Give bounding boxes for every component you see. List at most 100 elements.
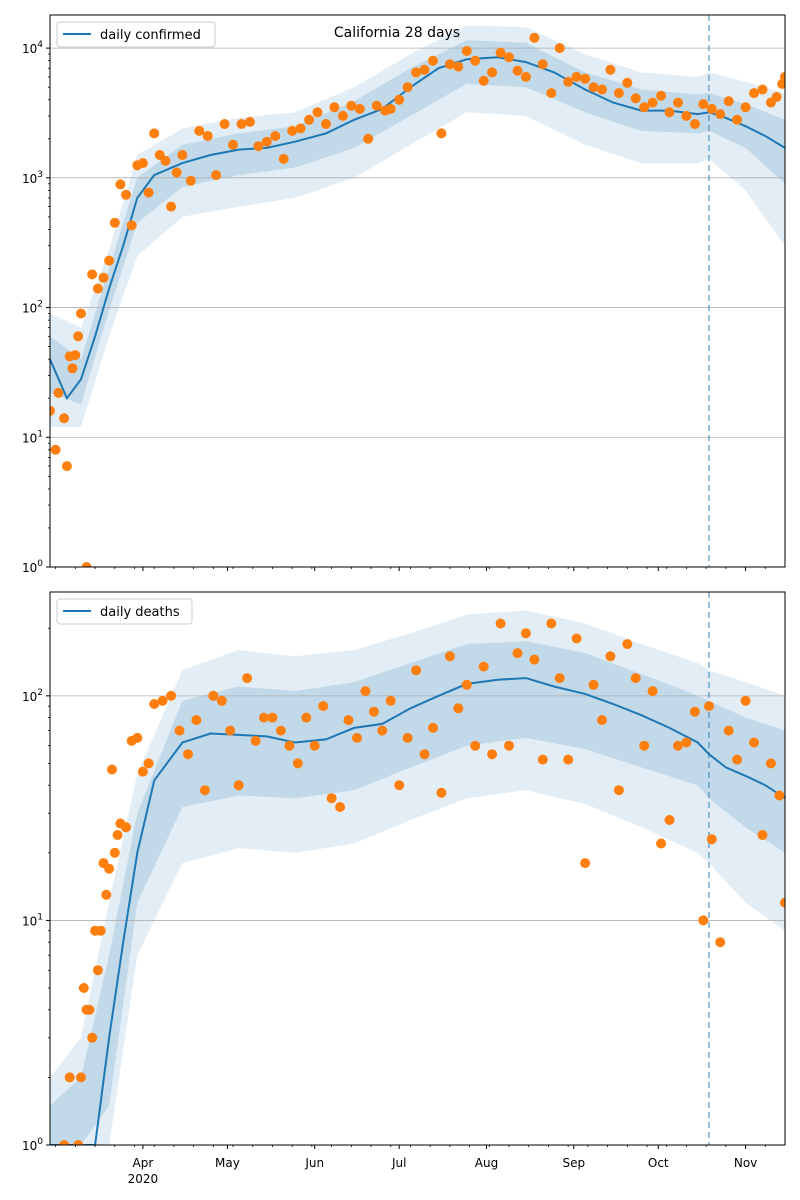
confirmed-observed-point: [512, 65, 523, 76]
deaths-observed-point: [647, 686, 658, 697]
confirmed-observed-point: [597, 84, 607, 95]
confirmed-observed-point: [470, 55, 481, 66]
deaths-observed-point: [740, 695, 751, 706]
confirmed-observed-point: [166, 201, 177, 212]
confirmed-observed-points: [50, 32, 785, 567]
confirmed-observed-point: [656, 90, 667, 101]
confirmed-observed-point: [394, 94, 405, 105]
confirmed-observed-point: [613, 88, 624, 99]
confirmed-observed-point: [70, 350, 81, 361]
confirmed-observed-point: [605, 64, 616, 75]
confirmed-observed-point: [98, 272, 109, 283]
deaths-observed-point: [73, 1140, 84, 1145]
confirmed-observed-point: [137, 158, 148, 169]
deaths-observed-point: [520, 628, 531, 639]
deaths-observed-point: [95, 925, 106, 936]
deaths-observed-point: [715, 937, 726, 948]
confirmed-observed-point: [780, 71, 785, 82]
confirmed-observed-point: [121, 189, 131, 200]
deaths-observed-point: [104, 863, 115, 874]
confirmed-observed-point: [143, 187, 154, 198]
deaths-observed-point: [284, 740, 295, 751]
deaths-observed-point: [87, 1032, 98, 1043]
confirmed-observed-point: [757, 84, 768, 95]
confirmed-observed-point: [126, 220, 137, 231]
confirmed-observed-point: [520, 71, 531, 82]
confirmed-observed-point: [411, 67, 422, 78]
deaths-observed-point: [444, 651, 455, 662]
confirmed-observed-point: [689, 119, 700, 129]
confirmed-observed-point: [715, 109, 726, 120]
confirmed-observed-point: [261, 136, 272, 147]
confirmed-observed-point: [50, 444, 61, 455]
deaths-observed-point: [402, 732, 413, 743]
deaths-observed-point: [656, 838, 667, 849]
confirmed-observed-point: [554, 43, 565, 54]
deaths-observed-point: [121, 822, 131, 833]
deaths-observed-point: [706, 834, 717, 845]
confirmed-observed-point: [673, 97, 683, 108]
deaths-observed-point: [704, 701, 714, 712]
deaths-ytick-label: 102: [22, 688, 43, 704]
deaths-observed-point: [225, 725, 236, 736]
deaths-observed-point: [309, 740, 320, 751]
deaths-observed-point: [673, 740, 683, 751]
confirmed-observed-point: [639, 102, 650, 113]
confirmed-observed-point: [295, 123, 306, 134]
deaths-observed-point: [630, 673, 641, 684]
confirmed-observed-point: [354, 103, 365, 114]
confirmed-observed-point: [160, 155, 171, 166]
deaths-observed-point: [749, 737, 759, 748]
deaths-observed-point: [605, 651, 616, 662]
deaths-observed-point: [757, 830, 768, 840]
confirmed-observed-point: [681, 110, 692, 121]
confirmed-observed-point: [647, 97, 658, 108]
confirmed-observed-point: [630, 93, 641, 104]
deaths-observed-point: [318, 701, 329, 712]
deaths-legend: daily deaths: [56, 598, 193, 625]
deaths-observed-point: [368, 706, 379, 717]
xtick-label: May: [215, 1156, 240, 1170]
confirmed-observed-point: [76, 308, 86, 319]
deaths-observed-point: [470, 740, 481, 751]
confirmed-observed-point: [571, 71, 582, 82]
confirmed-observed-point: [487, 67, 498, 78]
deaths-observed-point: [732, 754, 743, 765]
confirmed-observed-point: [53, 387, 64, 398]
deaths-observed-point: [59, 1140, 70, 1145]
confirmed-observed-point: [202, 131, 213, 141]
deaths-observed-point: [495, 618, 506, 629]
confirmed-panel: 100 101 102 103 104 daily confirmed: [22, 14, 786, 575]
confirmed-observed-point: [478, 75, 489, 86]
deaths-observed-point: [199, 785, 210, 796]
deaths-observed-point: [639, 740, 650, 751]
deaths-observed-point: [689, 706, 700, 717]
deaths-observed-point: [233, 780, 244, 791]
deaths-observed-point: [512, 648, 523, 659]
deaths-observed-point: [84, 1004, 95, 1015]
confirmed-observed-point: [228, 139, 238, 150]
legend-label-deaths: daily deaths: [100, 605, 180, 620]
confirmed-observed-point: [749, 88, 759, 99]
confirmed-observed-point: [287, 125, 298, 136]
deaths-observed-point: [208, 690, 219, 701]
confirmed-observed-point: [461, 46, 472, 56]
deaths-observed-point: [563, 754, 574, 765]
deaths-observed-point: [723, 725, 734, 736]
deaths-observed-point: [78, 983, 89, 993]
deaths-observed-point: [774, 790, 785, 801]
deaths-observed-point: [385, 695, 396, 706]
confirmed-legend: daily confirmed: [56, 21, 216, 48]
deaths-observed-point: [143, 758, 154, 769]
xtick-label: Nov: [734, 1156, 757, 1170]
confirmed-observed-point: [321, 119, 331, 129]
deaths-observed-point: [301, 712, 312, 723]
confirmed-observed-point: [664, 107, 675, 118]
deaths-observed-point: [132, 732, 143, 743]
confirmed-observed-point: [495, 47, 506, 58]
deaths-observed-point: [360, 686, 371, 697]
xtick-label: Jul: [391, 1156, 406, 1170]
deaths-observed-point: [453, 703, 464, 714]
confirmed-frame: [49, 14, 786, 568]
confirmed-observed-point: [385, 103, 396, 114]
